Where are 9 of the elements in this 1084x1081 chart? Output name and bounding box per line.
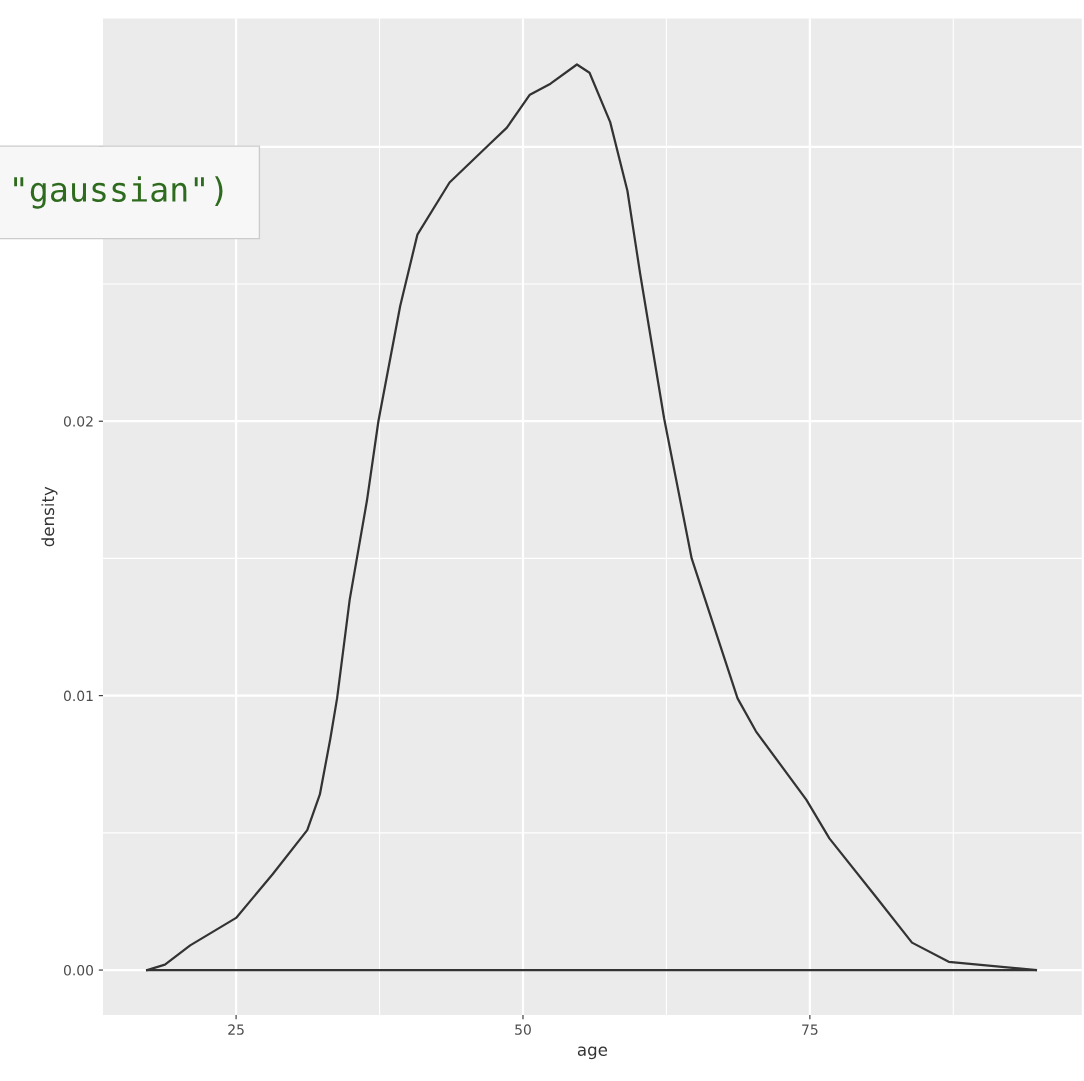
x-tick-label: 25 xyxy=(228,1024,244,1035)
y-tick-label: 0.01 xyxy=(63,690,93,702)
x-tick-label: 50 xyxy=(515,1024,531,1035)
annotation: "gaussian") xyxy=(14,176,223,209)
y-axis-title: density xyxy=(41,486,58,547)
y-tick-label: 0.02 xyxy=(63,416,93,427)
x-axis-title: age xyxy=(577,1046,608,1060)
x-tick-label: 75 xyxy=(802,1024,818,1035)
y-tick-label: 0.00 xyxy=(63,965,94,976)
